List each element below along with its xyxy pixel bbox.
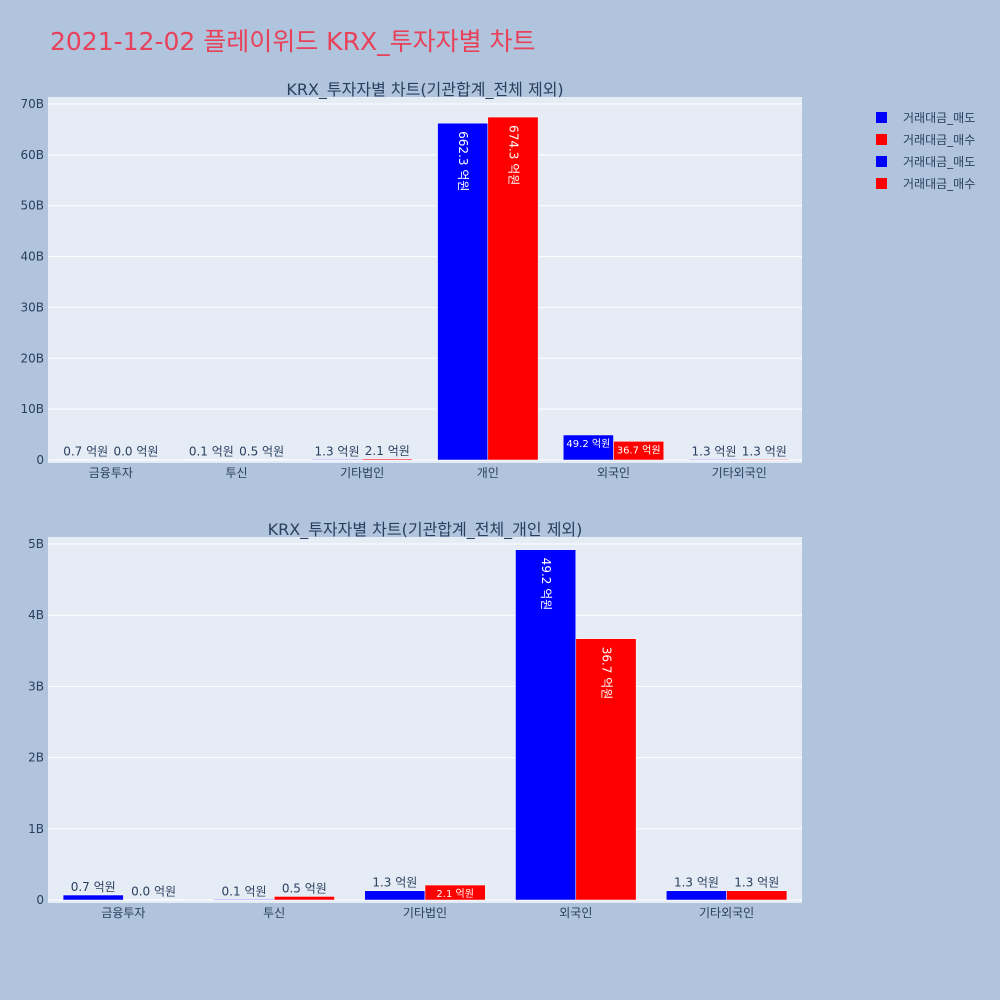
legend-item-sell-2[interactable]: 거래대금_매도 — [876, 150, 975, 172]
legend-item-buy-2[interactable]: 거래대금_매수 — [876, 172, 975, 194]
y-tick-label: 50B — [20, 199, 44, 213]
y-tick-label: 3B — [28, 679, 44, 693]
x-tick-label: 투신 — [263, 906, 285, 920]
x-tick-label: 외국인 — [597, 466, 630, 480]
x-tick-label: 기타법인 — [403, 906, 447, 920]
data-label: 1.3 억원 — [315, 444, 360, 458]
data-label: 0.7 억원 — [63, 445, 108, 459]
data-label: 49.2 억원 — [539, 558, 553, 611]
legend-swatch — [876, 155, 887, 167]
data-label: 674.3 억원 — [506, 125, 520, 185]
y-tick-label: 30B — [20, 300, 44, 314]
chart-title: KRX_투자자별 차트(기관합계_전체_개인 제외) — [268, 520, 583, 540]
y-tick-label: 0 — [36, 893, 44, 907]
bar — [487, 116, 539, 461]
x-tick-label: 투신 — [225, 466, 247, 480]
x-tick-label: 기타법인 — [340, 466, 384, 480]
bar — [726, 890, 788, 901]
data-label: 0.5 억원 — [239, 445, 284, 459]
legend-item-sell-1[interactable]: 거래대금_매도 — [876, 106, 975, 128]
data-label: 0.0 억원 — [131, 885, 176, 899]
y-tick-label: 40B — [20, 250, 44, 264]
data-label: 0.5 억원 — [282, 881, 327, 895]
bar — [364, 890, 426, 901]
data-label: 36.7 억원 — [599, 647, 613, 700]
bar — [123, 899, 184, 901]
legend-label: 거래대금_매도 — [903, 110, 976, 125]
legend-item-buy-1[interactable]: 거래대금_매수 — [876, 128, 975, 150]
data-label: 1.3 억원 — [692, 444, 737, 458]
bar — [437, 122, 489, 461]
data-label: 2.1 억원 — [365, 444, 410, 458]
bar — [666, 890, 727, 901]
data-label: 1.3 억원 — [734, 876, 779, 890]
y-tick-label: 1B — [28, 822, 44, 836]
plot-area — [48, 97, 802, 463]
data-label: 662.3 억원 — [456, 131, 470, 191]
bar — [110, 459, 162, 461]
bar — [738, 459, 790, 461]
data-label: 0.0 억원 — [113, 445, 158, 459]
data-label: 1.3 억원 — [372, 876, 417, 890]
data-label: 2.1 억원 — [436, 888, 473, 900]
x-tick-label: 기타외국인 — [699, 906, 754, 920]
y-tick-label: 4B — [28, 608, 44, 622]
legend-label: 거래대금_매수 — [903, 176, 976, 191]
bar — [236, 459, 288, 461]
data-label: 0.1 억원 — [222, 884, 267, 898]
x-tick-label: 기타외국인 — [712, 466, 767, 480]
data-label: 36.7 억원 — [617, 444, 661, 456]
bar — [213, 899, 275, 901]
y-tick-label: 0 — [36, 453, 44, 467]
data-label: 49.2 억원 — [566, 438, 610, 450]
y-tick-label: 60B — [20, 148, 44, 162]
bar — [688, 459, 740, 461]
y-tick-label: 5B — [28, 537, 44, 551]
x-tick-label: 금융투자 — [101, 906, 145, 920]
legend: 거래대금_매도 거래대금_매수 거래대금_매도 거래대금_매수 — [876, 106, 975, 194]
legend-swatch — [876, 111, 887, 123]
x-tick-label: 금융투자 — [89, 466, 133, 480]
bar — [185, 459, 237, 461]
bar — [62, 894, 124, 901]
y-tick-label: 20B — [20, 351, 44, 365]
bar — [424, 884, 486, 901]
bar — [311, 459, 363, 461]
y-tick-label: 70B — [20, 97, 44, 111]
legend-label: 거래대금_매수 — [903, 132, 976, 147]
bar — [273, 896, 335, 901]
data-label: 1.3 억원 — [674, 876, 719, 890]
y-tick-label: 10B — [20, 402, 44, 416]
data-label: 1.3 억원 — [742, 444, 787, 458]
bar — [515, 549, 577, 901]
bar — [361, 458, 413, 461]
y-tick-label: 2B — [28, 751, 44, 765]
bar — [575, 638, 637, 901]
legend-label: 거래대금_매도 — [903, 154, 976, 169]
x-tick-label: 외국인 — [559, 906, 592, 920]
data-label: 0.1 억원 — [189, 445, 234, 459]
legend-swatch — [876, 177, 887, 189]
data-label: 0.7 억원 — [71, 880, 116, 894]
plot-area — [48, 537, 802, 903]
bar — [613, 441, 665, 461]
chart-title: KRX_투자자별 차트(기관합계_전체 제외) — [286, 80, 563, 100]
legend-swatch — [876, 133, 887, 145]
page-title: 2021-12-02 플레이위드 KRX_투자자별 차트 — [50, 27, 536, 56]
bar — [60, 459, 112, 461]
x-tick-label: 개인 — [477, 466, 499, 480]
